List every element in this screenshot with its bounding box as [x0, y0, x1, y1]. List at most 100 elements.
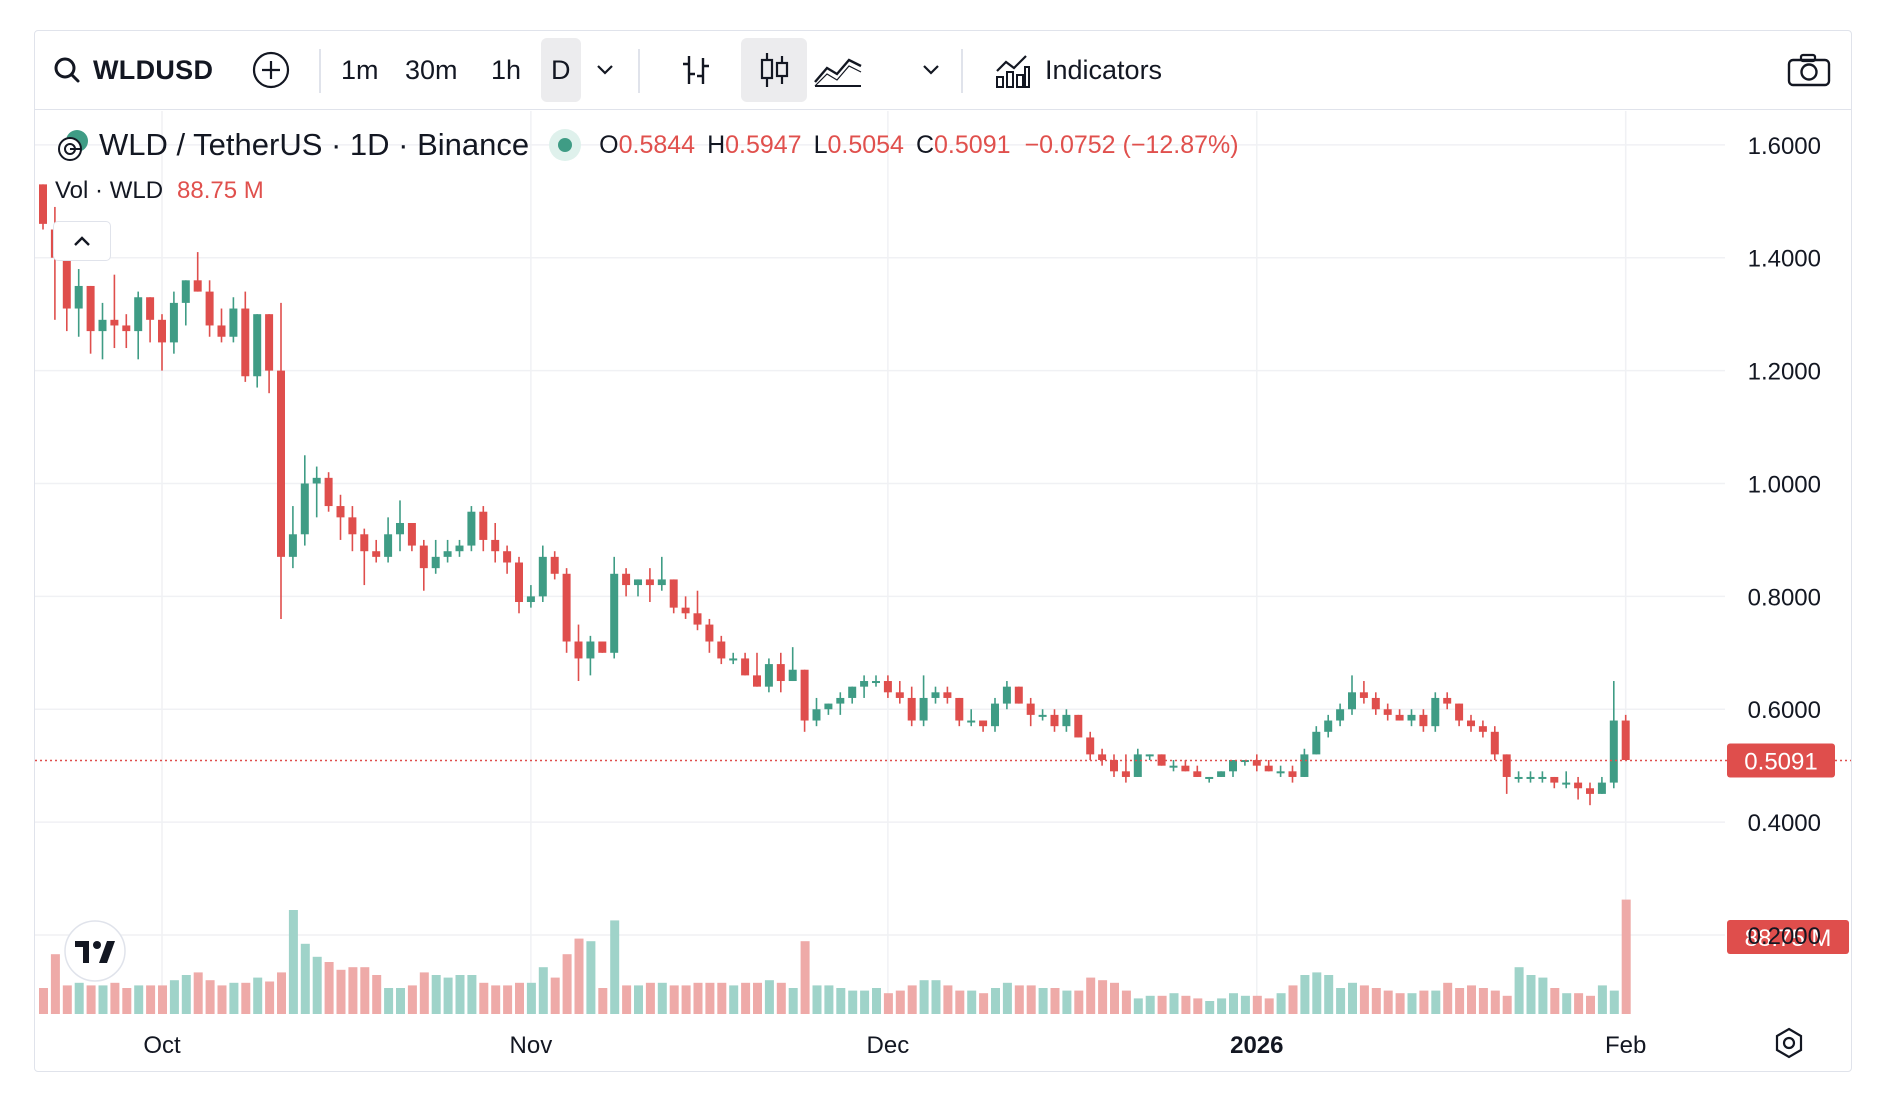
candle[interactable]	[764, 658, 773, 693]
candle[interactable]	[1431, 692, 1440, 732]
market-status-icon[interactable]	[547, 127, 583, 163]
candle[interactable]	[1086, 731, 1095, 761]
candle[interactable]	[1478, 720, 1487, 738]
candle[interactable]	[503, 545, 512, 574]
candle[interactable]	[1348, 675, 1356, 715]
candle[interactable]	[479, 506, 488, 552]
timeframe-d[interactable]: D	[541, 38, 581, 102]
symbol-search[interactable]: WLDUSD	[53, 31, 213, 109]
timeframe-1m[interactable]: 1m	[341, 54, 379, 85]
candle[interactable]	[1490, 726, 1499, 761]
candle[interactable]	[1264, 760, 1273, 772]
candle[interactable]	[1526, 771, 1535, 783]
candle[interactable]	[146, 297, 155, 343]
tradingview-logo[interactable]	[64, 920, 126, 982]
candle[interactable]	[1597, 776, 1606, 794]
candle[interactable]	[169, 291, 178, 354]
candle[interactable]	[241, 291, 250, 382]
timeframe-dropdown[interactable]	[595, 31, 615, 109]
candle[interactable]	[788, 647, 797, 682]
candle[interactable]	[1538, 771, 1547, 783]
candle[interactable]	[1002, 681, 1011, 710]
candle[interactable]	[538, 545, 547, 603]
candle[interactable]	[1276, 765, 1285, 777]
candle[interactable]	[491, 522, 500, 563]
candle[interactable]	[1169, 760, 1178, 772]
candle[interactable]	[348, 506, 357, 552]
candle[interactable]	[979, 720, 988, 732]
candle[interactable]	[1443, 692, 1452, 710]
candle[interactable]	[848, 686, 857, 704]
candle[interactable]	[1217, 771, 1226, 777]
candle[interactable]	[669, 579, 678, 614]
candle[interactable]	[883, 675, 892, 698]
candle[interactable]	[1455, 703, 1464, 727]
candle[interactable]	[1383, 703, 1392, 721]
candle[interactable]	[741, 652, 750, 676]
candle[interactable]	[396, 500, 404, 552]
candle[interactable]	[824, 703, 833, 715]
candle[interactable]	[134, 291, 143, 360]
candle[interactable]	[324, 472, 333, 512]
candle[interactable]	[526, 585, 535, 608]
candle[interactable]	[657, 556, 666, 591]
candle[interactable]	[1324, 714, 1333, 738]
candle[interactable]	[1300, 748, 1309, 777]
candle[interactable]	[39, 184, 47, 230]
candle[interactable]	[550, 551, 559, 580]
candle[interactable]	[1336, 703, 1345, 727]
candle[interactable]	[98, 302, 107, 360]
candle[interactable]	[622, 568, 631, 597]
settings-icon[interactable]	[1775, 1027, 1803, 1059]
indicators-button[interactable]: Indicators	[993, 31, 1162, 109]
candle[interactable]	[229, 297, 238, 343]
timeframe-1h[interactable]: 1h	[491, 54, 522, 85]
candle[interactable]	[1193, 765, 1202, 777]
candle[interactable]	[729, 652, 738, 665]
candle[interactable]	[645, 568, 654, 603]
candle[interactable]	[967, 709, 976, 727]
candle[interactable]	[1550, 776, 1559, 789]
candle[interactable]	[776, 652, 785, 693]
candle[interactable]	[717, 635, 726, 665]
candle[interactable]	[812, 697, 821, 727]
candle[interactable]	[836, 692, 845, 715]
candle[interactable]	[1121, 754, 1130, 783]
candle[interactable]	[693, 590, 702, 631]
candle[interactable]	[1181, 760, 1190, 772]
candles-button[interactable]	[741, 38, 807, 102]
candle[interactable]	[1288, 765, 1297, 783]
candle[interactable]	[181, 280, 190, 326]
candle[interactable]	[586, 635, 595, 676]
candle[interactable]	[919, 675, 928, 727]
candle[interactable]	[407, 522, 416, 552]
candle[interactable]	[384, 517, 393, 563]
candle[interactable]	[360, 528, 369, 586]
candle[interactable]	[265, 314, 274, 394]
candle[interactable]	[562, 568, 571, 653]
candle[interactable]	[1586, 782, 1594, 806]
candle[interactable]	[1514, 771, 1523, 783]
candle[interactable]	[1074, 714, 1083, 738]
candle[interactable]	[991, 697, 999, 732]
candle[interactable]	[205, 280, 214, 337]
candle[interactable]	[1609, 681, 1618, 789]
candle[interactable]	[1014, 686, 1023, 704]
candle[interactable]	[1205, 776, 1214, 783]
candle[interactable]	[455, 539, 464, 557]
candle[interactable]	[122, 314, 131, 349]
candle[interactable]	[1621, 714, 1630, 761]
candle[interactable]	[419, 539, 428, 591]
candle[interactable]	[1371, 692, 1380, 715]
candle[interactable]	[1467, 714, 1475, 732]
candle[interactable]	[634, 579, 642, 597]
candle[interactable]	[931, 686, 940, 704]
candle[interactable]	[467, 506, 476, 552]
candle[interactable]	[1240, 760, 1249, 766]
candle[interactable]	[943, 686, 952, 704]
collapse-legend-button[interactable]	[53, 221, 111, 261]
candle[interactable]	[372, 539, 381, 563]
candle[interactable]	[955, 697, 964, 727]
candle[interactable]	[598, 641, 607, 653]
candle[interactable]	[253, 314, 262, 388]
